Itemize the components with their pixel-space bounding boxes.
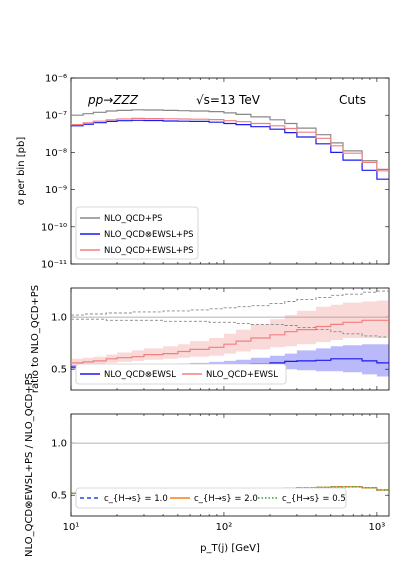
cuts-annotation: Cuts bbox=[339, 93, 366, 107]
main-legend-label-qcd: NLO_QCD+PS bbox=[104, 214, 163, 224]
x-tick-label: 10³ bbox=[369, 522, 386, 533]
main-legend: NLO_QCD+PS NLO_QCD⊗EWSL+PS NLO_QCD+EWSL+… bbox=[75, 206, 199, 260]
main-legend-label-add: NLO_QCD+EWSL+PS bbox=[104, 246, 194, 256]
bottom-ylabel: NLO_QCD⊗EWSL+PS / NLO_QCD+PS bbox=[24, 373, 35, 557]
ratio-legend: NLO_QCD⊗EWSL NLO_QCD+EWSL bbox=[75, 363, 287, 385]
main-legend-label-ewsl: NLO_QCD⊗EWSL+PS bbox=[104, 230, 194, 240]
xlabel: p_T(j) [GeV] bbox=[200, 543, 260, 554]
ratio-band-1 bbox=[71, 300, 389, 367]
x-tick-label: 10² bbox=[216, 522, 233, 533]
main-series-line-1 bbox=[71, 119, 389, 180]
ratio-legend-box bbox=[75, 363, 287, 385]
bottom-legend-label-3: c_{H→s} = 0.5 bbox=[282, 494, 346, 504]
main-series-line-2 bbox=[71, 117, 389, 172]
y-tick-label: 1.0 bbox=[51, 439, 67, 450]
y-tick-label: 10⁻¹⁰ bbox=[41, 222, 67, 233]
lines-layer bbox=[71, 109, 389, 494]
y-tick-label: 10⁻⁷ bbox=[45, 111, 67, 122]
ratio-legend-label-ewsl: NLO_QCD⊗EWSL bbox=[104, 370, 176, 380]
y-tick-label: 0.5 bbox=[51, 365, 67, 376]
ratio-series-line-3 bbox=[71, 318, 389, 338]
y-tick-label: 0.5 bbox=[51, 491, 67, 502]
y-tick-label: 1.0 bbox=[51, 313, 67, 324]
bottom-legend-label-2: c_{H→s} = 2.0 bbox=[194, 494, 258, 504]
ratio-panel-frame bbox=[70, 287, 390, 391]
y-tick-label: 10⁻⁸ bbox=[45, 148, 67, 159]
ratio-series-line-1 bbox=[71, 319, 389, 364]
y-tick-label: 10⁻⁹ bbox=[45, 185, 67, 196]
bottom-legend-box bbox=[75, 487, 347, 509]
ratio-ylabel: ratio to NLO_QCD+PS bbox=[30, 285, 41, 393]
y-tick-label: 10⁻⁶ bbox=[45, 74, 67, 85]
y-tick-label: 10⁻¹¹ bbox=[41, 260, 67, 271]
x-tick-label: 10¹ bbox=[63, 522, 80, 533]
ticks-layer: 10¹ 10² 10³ 10⁻¹¹ 10⁻¹⁰ 10⁻⁹ 10⁻⁸ 10⁻⁷ 10⁻⁶ 0.5 1.… bbox=[41, 74, 389, 533]
ratio-series-line-2 bbox=[71, 290, 389, 316]
ratio-legend-label-add: NLO_QCD+EWSL bbox=[206, 370, 278, 380]
main-legend-box bbox=[75, 206, 199, 260]
bottom-legend-label-1: c_{H→s} = 1.0 bbox=[104, 494, 168, 504]
bottom-panel-frame bbox=[70, 413, 390, 517]
process-annotation: pp→ZZZ bbox=[87, 93, 139, 107]
bottom-legend: c_{H→s} = 1.0 c_{H→s} = 2.0 c_{H→s} = 0.… bbox=[75, 487, 347, 509]
energy-annotation: √s=13 TeV bbox=[196, 93, 261, 107]
main-ylabel: σ per bin [pb] bbox=[16, 137, 27, 206]
